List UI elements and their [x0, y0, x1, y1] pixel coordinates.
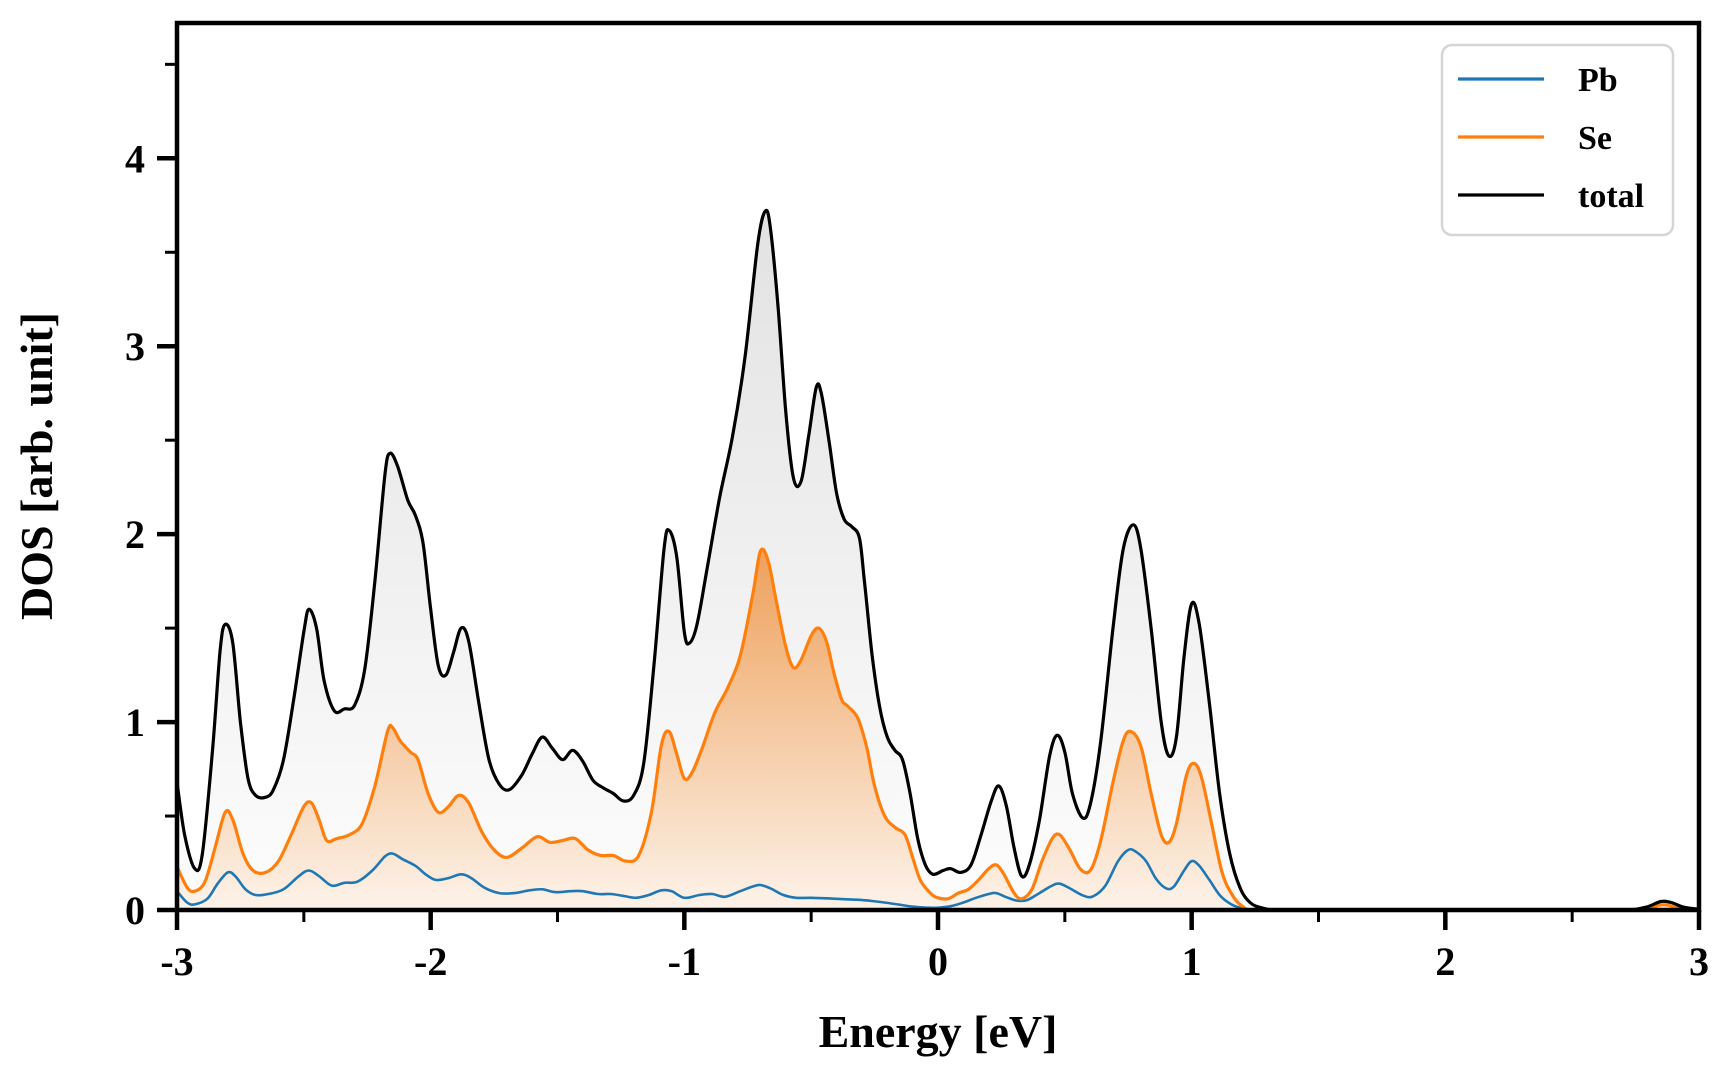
fill-area-Se — [177, 549, 1699, 910]
x-tick-label--2: -2 — [414, 939, 447, 984]
x-axis-ticks — [174, 910, 1702, 930]
x-tick-label--1: -1 — [668, 939, 701, 984]
axes: -3 -2 -1 0 1 2 3 0 1 2 3 4 Energy [eV] DOS [arb. u… — [11, 20, 1709, 1057]
x-tick-label-1: 1 — [1182, 939, 1202, 984]
x-axis-label: Energy [eV] — [819, 1006, 1058, 1057]
curve-Se — [177, 547, 1699, 910]
legend-box — [1440, 43, 1675, 237]
legend: Pb Se total — [1440, 43, 1675, 237]
series-curves — [177, 208, 1699, 910]
legend-label-Se: Se — [1578, 120, 1612, 157]
legend-label-Pb: Pb — [1578, 62, 1618, 99]
series-fill-areas — [177, 210, 1699, 910]
x-tick-label-3: 3 — [1689, 939, 1709, 984]
y-tick-label-4: 4 — [125, 136, 145, 181]
y-tick-label-1: 1 — [125, 700, 145, 745]
y-axis-ticks — [157, 62, 177, 913]
x-tick-label-0: 0 — [928, 939, 948, 984]
curve-total — [177, 208, 1699, 910]
x-tick-label--3: -3 — [160, 939, 193, 984]
x-tick-label-2: 2 — [1435, 939, 1455, 984]
y-axis-label: DOS [arb. unit] — [11, 312, 62, 620]
y-tick-label-0: 0 — [125, 888, 145, 933]
curve-Pb — [177, 847, 1699, 910]
y-tick-label-3: 3 — [125, 324, 145, 369]
x-axis-tick-labels: -3 -2 -1 0 1 2 3 — [160, 939, 1709, 984]
legend-label-total: total — [1578, 178, 1644, 215]
y-tick-label-2: 2 — [125, 512, 145, 557]
y-axis-tick-labels: 0 1 2 3 4 — [125, 136, 145, 933]
